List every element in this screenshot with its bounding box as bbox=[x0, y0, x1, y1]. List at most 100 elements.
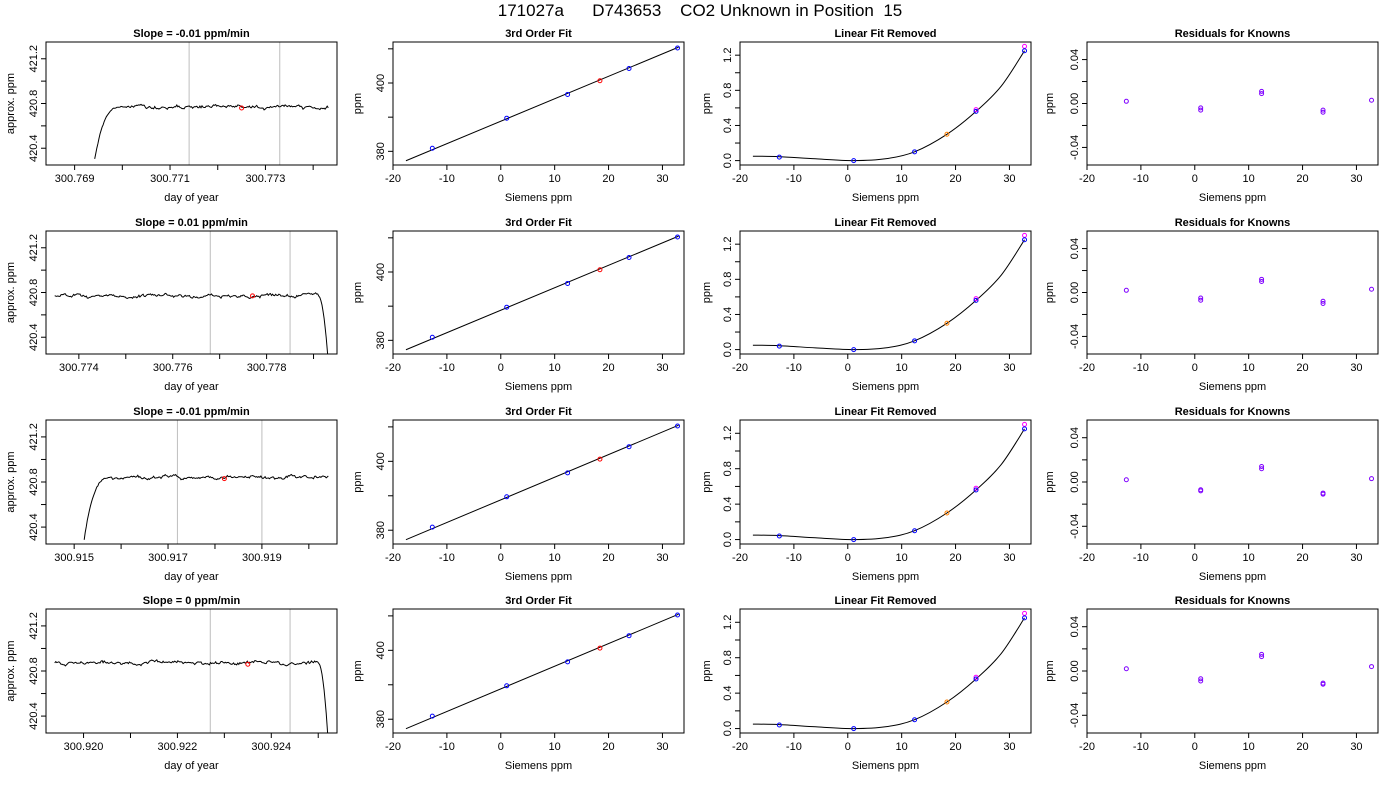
plot-frame bbox=[1086, 419, 1379, 545]
x-tick-label: 20 bbox=[602, 173, 614, 185]
x-tick-label: -20 bbox=[732, 552, 748, 564]
y-tick-label: 380 bbox=[375, 142, 387, 160]
y-axis-label: approx. ppm bbox=[5, 73, 17, 134]
plot-frame bbox=[392, 419, 685, 545]
panel-title: 3rd Order Fit bbox=[505, 28, 572, 40]
known-point bbox=[429, 334, 435, 340]
residual-point bbox=[1123, 666, 1129, 672]
residual-point bbox=[1198, 105, 1204, 111]
unknown-point bbox=[944, 131, 950, 137]
x-tick-label: -20 bbox=[1079, 552, 1095, 564]
x-tick-label: -10 bbox=[439, 173, 455, 185]
residual-point bbox=[1369, 664, 1375, 670]
y-axis-label: ppm bbox=[352, 660, 364, 681]
y-tick-label: 1.2 bbox=[722, 48, 734, 63]
residual-point bbox=[1320, 109, 1326, 115]
plot-area bbox=[405, 234, 681, 351]
residual-point bbox=[1320, 681, 1326, 687]
known-point bbox=[973, 487, 979, 493]
known-point bbox=[504, 115, 510, 121]
y-tick-label: 420.8 bbox=[28, 657, 40, 685]
panel-trace-row-1: Slope = -0.01 ppm/min 300.769 300.771 300.7… bbox=[5, 28, 338, 204]
x-tick-label: 300.919 bbox=[242, 552, 282, 564]
x-tick-label: -10 bbox=[786, 552, 802, 564]
panel-title: Slope = -0.01 ppm/min bbox=[133, 28, 250, 40]
alt-point bbox=[1022, 232, 1028, 238]
known-point bbox=[675, 423, 681, 429]
unknown-point bbox=[944, 699, 950, 705]
x-tick-label: -10 bbox=[1133, 362, 1149, 374]
fit-line bbox=[405, 424, 679, 541]
plot-area bbox=[94, 42, 329, 165]
residual-point bbox=[1259, 466, 1265, 472]
known-point bbox=[504, 304, 510, 310]
x-axis-label: Siemens ppm bbox=[505, 192, 572, 204]
y-tick-label: 0.8 bbox=[722, 272, 734, 287]
residual-curve bbox=[752, 428, 1025, 541]
alt-point bbox=[1022, 43, 1028, 49]
plot-frame bbox=[739, 608, 1032, 734]
y-tick-label: 0.0 bbox=[722, 721, 734, 736]
x-axis-label: Siemens ppm bbox=[505, 760, 572, 772]
known-point bbox=[1022, 426, 1028, 432]
residual-curve bbox=[752, 50, 1025, 162]
residual-point bbox=[1123, 477, 1129, 483]
known-point bbox=[1022, 615, 1028, 621]
x-tick-label: -10 bbox=[439, 552, 455, 564]
panel-residuals-row-4: Residuals for Knowns -20 -10 0 10 20 30 Siemens… bbox=[1044, 595, 1379, 772]
y-tick-label: 0.00 bbox=[1069, 93, 1081, 114]
panel-calibration-row-2: 3rd Order Fit -20 -10 0 10 20 30 Siemens ppm 380… bbox=[352, 217, 685, 393]
x-tick-label: 30 bbox=[1350, 362, 1362, 374]
x-tick-label: -10 bbox=[786, 173, 802, 185]
x-tick-label: -20 bbox=[1079, 173, 1095, 185]
known-point bbox=[429, 145, 435, 151]
trace-line bbox=[54, 659, 329, 733]
x-tick-label: 20 bbox=[602, 362, 614, 374]
x-tick-label: 300.915 bbox=[54, 552, 94, 564]
plot-frame bbox=[392, 230, 685, 355]
x-tick-label: 300.922 bbox=[158, 741, 198, 753]
panel-title: Residuals for Knowns bbox=[1175, 217, 1291, 229]
panel-title: Linear Fit Removed bbox=[834, 28, 936, 40]
x-tick-label: 20 bbox=[602, 741, 614, 753]
known-point bbox=[851, 537, 857, 543]
panel-title: Linear Fit Removed bbox=[834, 595, 936, 607]
x-tick-label: 30 bbox=[1350, 741, 1362, 753]
y-tick-label: 380 bbox=[375, 331, 387, 349]
trace-line bbox=[94, 103, 329, 159]
y-axis-label: ppm bbox=[1044, 660, 1056, 681]
x-tick-label: 300.774 bbox=[59, 362, 99, 374]
x-axis-label: Siemens ppm bbox=[505, 381, 572, 393]
known-point bbox=[429, 524, 435, 530]
y-tick-label: 0.8 bbox=[722, 461, 734, 476]
x-tick-label: 20 bbox=[1296, 552, 1308, 564]
x-tick-label: 20 bbox=[1296, 741, 1308, 753]
known-point bbox=[851, 726, 857, 732]
known-point bbox=[626, 444, 632, 450]
known-point bbox=[973, 108, 979, 114]
residual-point bbox=[1320, 298, 1326, 304]
known-point bbox=[973, 297, 979, 303]
plot-frame bbox=[45, 419, 338, 545]
y-axis-label: approx. ppm bbox=[5, 640, 17, 701]
sample-marker bbox=[221, 476, 227, 482]
alt-point bbox=[1022, 610, 1028, 616]
y-tick-label: -0.04 bbox=[1069, 135, 1081, 160]
known-point bbox=[565, 280, 571, 286]
y-axis-label: ppm bbox=[352, 471, 364, 492]
y-tick-label: 0.4 bbox=[722, 307, 734, 322]
x-tick-label: 300.771 bbox=[150, 173, 190, 185]
x-tick-label: 300.917 bbox=[148, 552, 188, 564]
x-tick-label: -20 bbox=[385, 552, 401, 564]
x-tick-label: 0 bbox=[1192, 741, 1198, 753]
x-tick-label: 30 bbox=[1350, 173, 1362, 185]
known-point bbox=[776, 343, 782, 349]
unknown-point bbox=[597, 456, 603, 462]
x-tick-label: 30 bbox=[656, 552, 668, 564]
plot-area bbox=[752, 43, 1028, 164]
y-tick-label: 0.04 bbox=[1069, 427, 1081, 448]
residual-point bbox=[1123, 98, 1129, 104]
x-tick-label: 20 bbox=[1296, 173, 1308, 185]
residual-point bbox=[1369, 286, 1375, 292]
alt-point bbox=[1022, 421, 1028, 427]
